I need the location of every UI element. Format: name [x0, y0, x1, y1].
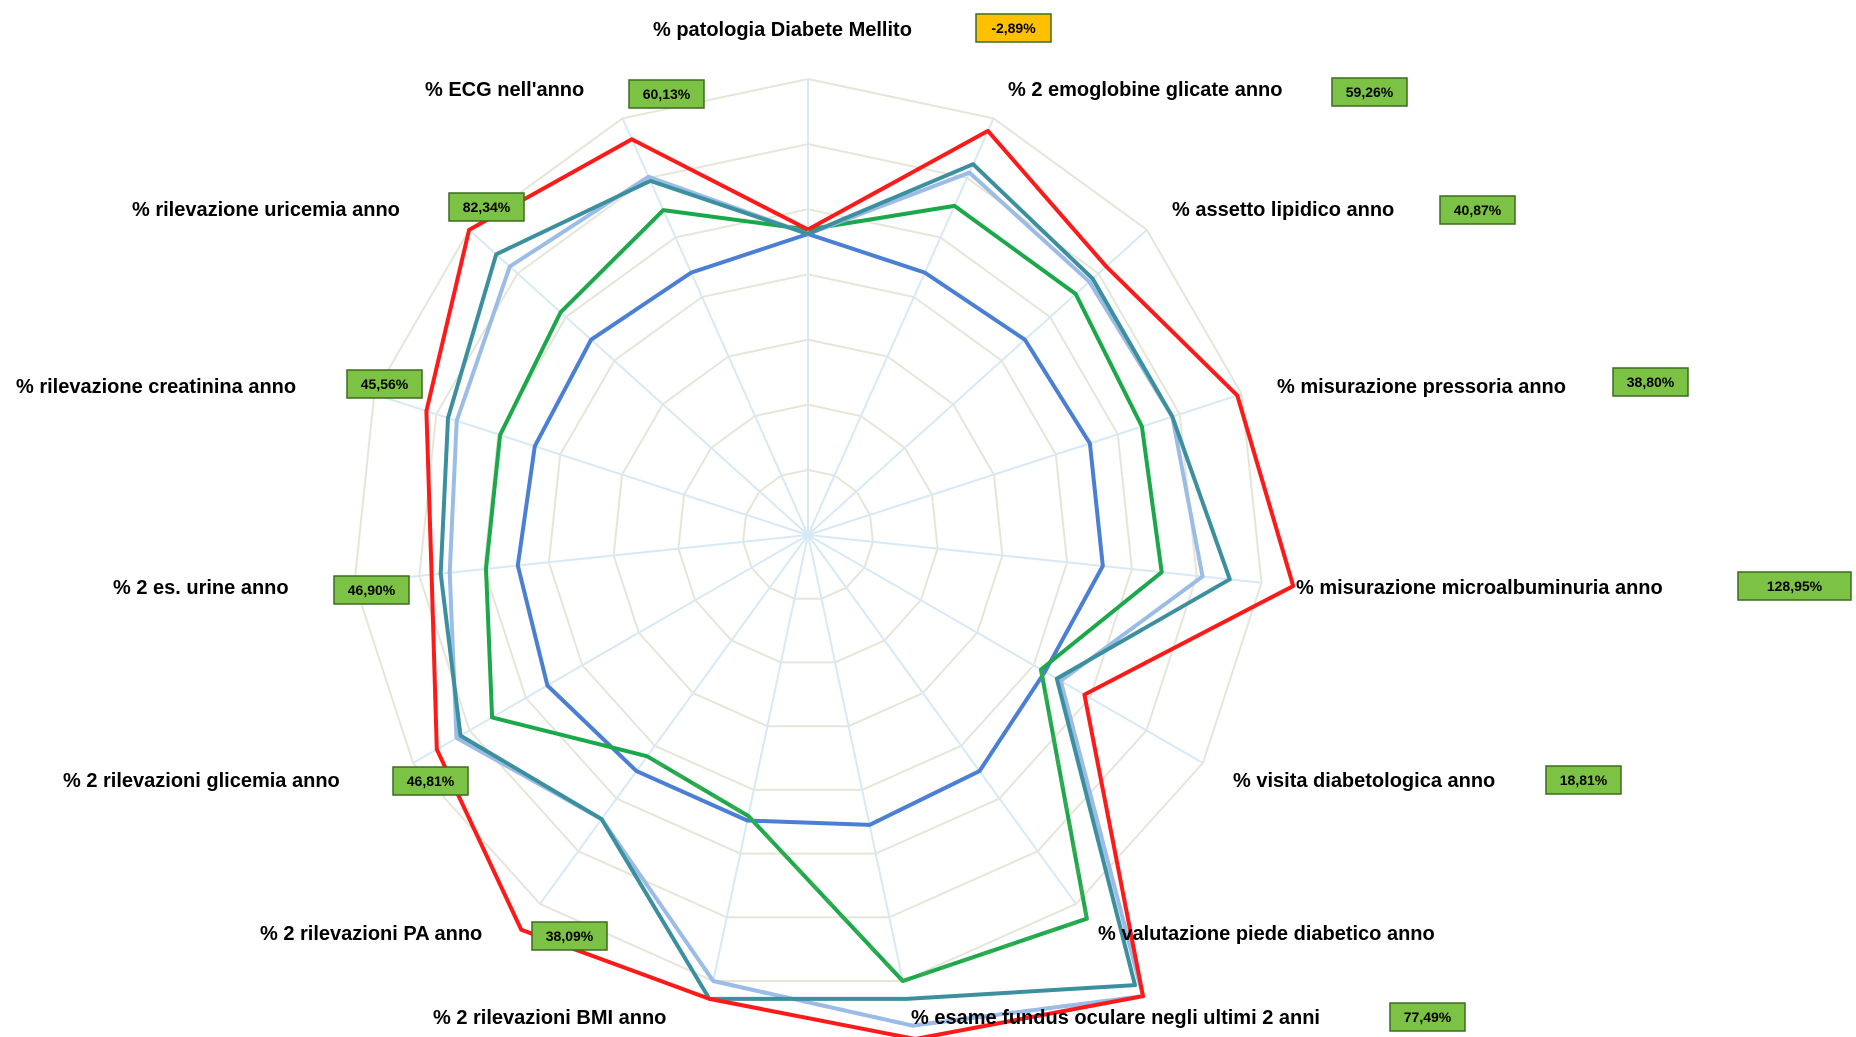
value-badge-8: [1389, 1002, 1466, 1032]
value-badge-13: [346, 369, 423, 399]
value-badge-15: [628, 79, 705, 109]
value-badge-text-5: 128,95%: [1767, 578, 1823, 594]
value-badge-text-1: -2,89%: [991, 20, 1036, 36]
grid-spoke-2: [807, 117, 995, 536]
grid-spoke-11: [412, 534, 809, 764]
grid-spoke-14: [468, 229, 809, 536]
value-badge-text-10: 38,09%: [546, 928, 594, 944]
axis-label-10: % 2 rilevazioni PA anno: [260, 923, 482, 945]
grid-ring-7: [353, 77, 1263, 982]
value-badge-text-6: 18,81%: [1560, 772, 1608, 788]
value-badge-3: [1439, 195, 1516, 225]
grid-spoke-13: [373, 393, 809, 536]
value-badge-text-13: 45,56%: [361, 376, 409, 392]
grid-spoke-4: [807, 393, 1243, 536]
axis-label-9: % 2 rilevazioni BMI anno: [433, 1007, 666, 1029]
axis-label-7: % valutazione piede diabetico anno: [1098, 923, 1435, 945]
grid-ring-2: [677, 403, 939, 664]
value-badge-text-2: 59,26%: [1346, 84, 1394, 100]
axis-label-8: % esame fundus oculare negli ultimi 2 an…: [911, 1007, 1320, 1029]
value-badge-text-12: 46,90%: [348, 582, 396, 598]
value-badge-6: [1545, 765, 1622, 795]
series-line-5: [712, 680, 1145, 1028]
grid-ring-1: [742, 468, 874, 600]
axis-label-15: % ECG nell'anno: [425, 79, 584, 101]
series-line-1: [515, 232, 1105, 827]
axis-label-3: % assetto lipidico anno: [1172, 199, 1394, 221]
axis-labels: % patologia Diabete Mellito -2,89% % 2 emo…: [16, 13, 1852, 1032]
grid-ring-6: [418, 143, 1198, 919]
series-layer: [424, 128, 1296, 1037]
value-badge-12: [333, 575, 410, 605]
axis-label-11: % 2 rilevazioni glicemia anno: [63, 770, 340, 792]
value-badge-text-15: 60,13%: [643, 86, 691, 102]
series-line-7: [424, 128, 1296, 1037]
value-badge-2: [1331, 77, 1408, 107]
grid-ring-5: [483, 208, 1133, 855]
grid-spoke-5: [807, 534, 1262, 584]
axis-label-2: % 2 emoglobine glicate anno: [1008, 79, 1283, 101]
value-badge-text-3: 40,87%: [1454, 202, 1502, 218]
axis-label-13: % rilevazione creatinina anno: [16, 376, 296, 398]
radar-grid: [353, 77, 1263, 982]
grid-spoke-7: [807, 534, 1077, 905]
axis-label-1: % patologia Diabete Mellito: [653, 19, 912, 41]
axis-label-12: % 2 es. urine anno: [113, 577, 289, 599]
grid-spoke-6: [807, 534, 1204, 764]
axis-label-4: % misurazione pressoria anno: [1277, 376, 1566, 398]
value-badge-11: [392, 766, 469, 796]
grid-spoke-15: [621, 117, 809, 536]
value-badge-4: [1612, 367, 1689, 397]
value-badge-10: [531, 921, 608, 951]
value-badge-5: [1737, 571, 1852, 601]
axis-label-5: % misurazione microalbuminuria anno: [1296, 577, 1663, 599]
value-badge-1: [975, 13, 1052, 43]
grid-ring-4: [547, 273, 1069, 791]
axis-label-14: % rilevazione uricemia anno: [132, 199, 400, 221]
grid-ring-3: [612, 338, 1004, 728]
series-line-4: [447, 170, 1205, 1028]
series-line-3: [646, 669, 1089, 983]
series-line-2: [484, 203, 1164, 983]
grid-spoke-9: [712, 534, 809, 982]
grid-spoke-10: [539, 534, 809, 905]
value-badge-text-8: 77,49%: [1404, 1009, 1452, 1025]
axis-label-6: % visita diabetologica anno: [1233, 770, 1495, 792]
value-badge-text-14: 82,34%: [463, 199, 511, 215]
value-badge-14: [448, 192, 525, 222]
series-line-6: [438, 162, 1232, 1001]
value-badge-text-4: 38,80%: [1627, 374, 1675, 390]
grid-spoke-8: [807, 534, 904, 982]
value-badge-text-11: 46,81%: [407, 773, 455, 789]
